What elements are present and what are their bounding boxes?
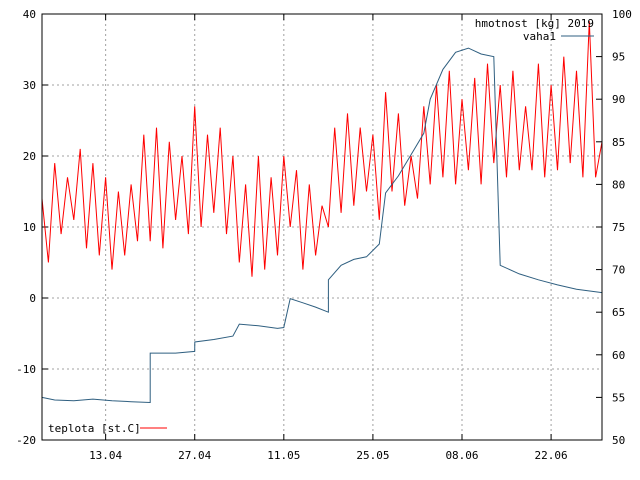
y-right-tick-label: 55 xyxy=(612,391,625,404)
series-line-hmotnost xyxy=(41,47,603,404)
y-right-tick-label: 85 xyxy=(612,136,625,149)
y-left-tick-label: -20 xyxy=(16,434,36,447)
x-tick-label: 13.04 xyxy=(89,449,122,462)
y-right-tick-label: 65 xyxy=(612,306,625,319)
y-left-tick-label: 40 xyxy=(23,8,36,21)
y-right-tick-label: 50 xyxy=(612,434,625,447)
legend-label-vaha1: vaha1 xyxy=(523,30,556,43)
series-layer xyxy=(41,21,603,404)
y-left-tick-label: -10 xyxy=(16,363,36,376)
y-left-tick-label: 0 xyxy=(29,292,36,305)
y-left-tick-label: 30 xyxy=(23,79,36,92)
x-tick-label: 11.05 xyxy=(267,449,300,462)
y-right-tick-label: 90 xyxy=(612,93,625,106)
plot-frame xyxy=(41,13,603,441)
x-tick-label: 25.05 xyxy=(356,449,389,462)
y-right-tick-label: 80 xyxy=(612,178,625,191)
x-tick-label: 22.06 xyxy=(535,449,568,462)
y-right-tick-label: 60 xyxy=(612,349,625,362)
x-tick-label: 08.06 xyxy=(445,449,478,462)
y-right-tick-label: 75 xyxy=(612,221,625,234)
y-left-tick-label: 10 xyxy=(23,221,36,234)
grid xyxy=(42,14,602,440)
legend-label-title: hmotnost [kg] 2019 xyxy=(475,17,594,30)
legend: hmotnost [kg] 2019 vaha1 teplota [st.C] xyxy=(48,17,594,435)
x-tick-label: 27.04 xyxy=(178,449,211,462)
y-right-tick-label: 95 xyxy=(612,51,625,64)
y-left-tick-label: 20 xyxy=(23,150,36,163)
series-line-teplota xyxy=(41,21,603,277)
y-right-tick-label: 70 xyxy=(612,264,625,277)
legend-label-teplota: teplota [st.C] xyxy=(48,422,141,435)
y-right-tick-label: 100 xyxy=(612,8,632,21)
